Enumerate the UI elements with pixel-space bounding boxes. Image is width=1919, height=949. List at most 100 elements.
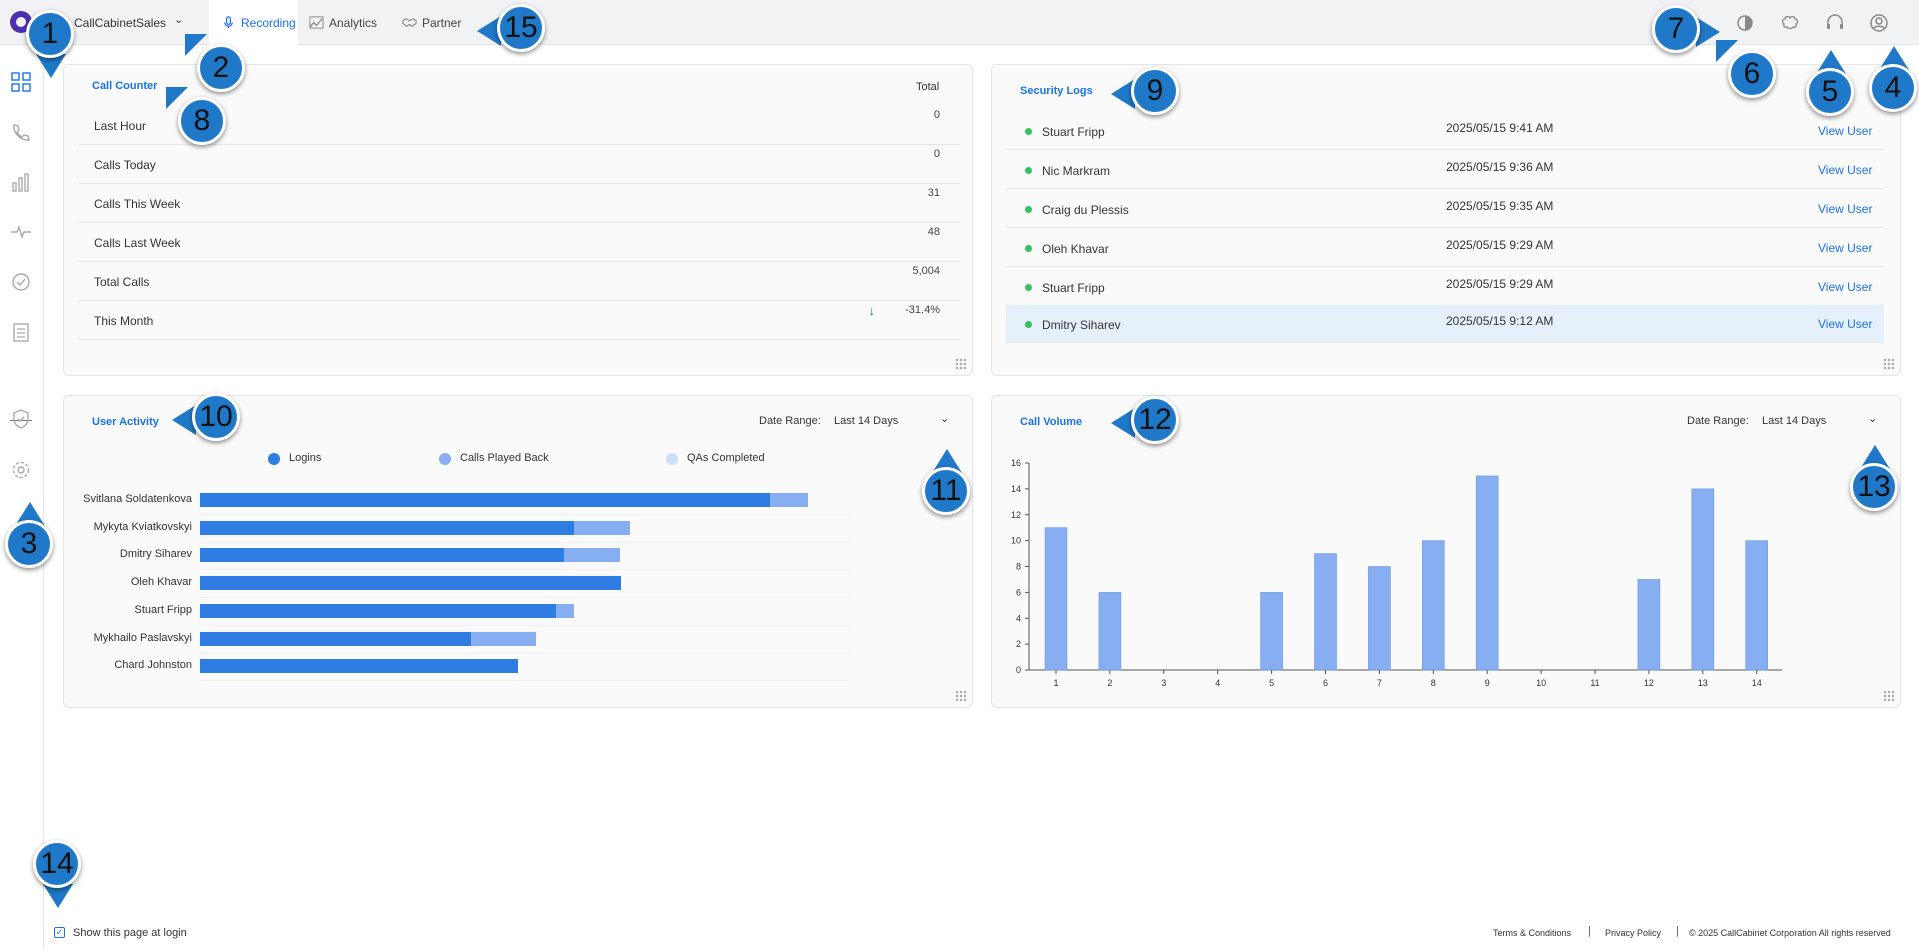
user-activity-title: User Activity: [92, 416, 159, 428]
call-counter-row-value: -31.4%: [905, 304, 940, 316]
log-user-name: Stuart Fripp: [1042, 125, 1105, 139]
annotation-badge: 3: [5, 520, 53, 568]
bar-logins: [200, 493, 770, 507]
footer-separator: |: [1676, 925, 1679, 937]
annotation-badge: 11: [922, 467, 970, 515]
annotation-badge: 8: [178, 97, 226, 145]
user-activity-name: Stuart Fripp: [134, 603, 192, 616]
headset-icon[interactable]: [1824, 12, 1846, 34]
date-range-label: Date Range:: [759, 415, 821, 427]
chevron-down-icon[interactable]: ⌄: [1868, 413, 1878, 425]
log-user-name: Oleh Khavar: [1042, 242, 1109, 256]
grid-line: [200, 680, 852, 682]
sidebar: [0, 45, 44, 949]
user-activity-name: Chard Johnston: [114, 659, 192, 672]
security-log-row: Oleh Khavar 2025/05/15 9:29 AM View User: [1006, 229, 1884, 267]
pulse-icon[interactable]: [9, 220, 33, 244]
terms-link[interactable]: Terms & Conditions: [1493, 928, 1572, 938]
resize-handle-icon[interactable]: [955, 358, 967, 370]
log-user-name: Stuart Fripp: [1042, 281, 1105, 295]
trend-down-arrow-icon: ↓: [868, 303, 876, 318]
show-at-login-checkbox[interactable]: ✓: [54, 927, 65, 938]
call-counter-row-value: 5,004: [912, 265, 940, 277]
view-user-link[interactable]: View User: [1818, 202, 1873, 216]
log-timestamp: 2025/05/15 9:12 AM: [1446, 314, 1554, 328]
call-counter-total-header: Total: [916, 81, 940, 93]
status-dot-icon: [1025, 245, 1032, 252]
badge-pointer-icon: [185, 34, 207, 56]
date-range-label: Date Range:: [1687, 415, 1749, 427]
call-counter-row: Last Hour 0: [78, 107, 960, 145]
resize-handle-icon[interactable]: [1883, 358, 1895, 370]
badge-pointer-icon: [36, 54, 66, 78]
log-timestamp: 2025/05/15 9:35 AM: [1446, 199, 1554, 213]
resize-handle-icon[interactable]: [955, 690, 967, 702]
annotation-badge: 6: [1728, 50, 1776, 98]
bar-logins: [200, 659, 518, 674]
brain-icon[interactable]: [1779, 12, 1801, 34]
security-log-row: Nic Markram 2025/05/15 9:36 AM View User: [1006, 151, 1884, 189]
legend-logins-label: Logins: [289, 452, 322, 464]
bar-logins: [200, 548, 564, 563]
date-range-select[interactable]: Last 14 Days: [1762, 415, 1827, 427]
bar-logins: [200, 631, 471, 646]
legend-qas-completed-icon: [666, 453, 678, 465]
top-bar: CallCabinetSales ⌄ Recording Analytics P…: [0, 0, 1919, 45]
check-badge-icon[interactable]: [9, 270, 33, 294]
annotation-badge: 5: [1806, 68, 1854, 116]
annotation-badge: 9: [1131, 67, 1179, 115]
clipboard-icon[interactable]: [9, 320, 33, 344]
log-timestamp: 2025/05/15 9:29 AM: [1446, 238, 1554, 252]
annotation-badge: 15: [497, 4, 545, 52]
call-counter-title: Call Counter: [92, 80, 158, 92]
gear-icon[interactable]: [9, 458, 33, 482]
call-counter-row-value: 0: [933, 109, 940, 121]
chevron-down-icon[interactable]: ⌄: [940, 413, 950, 425]
tab-analytics-label: Analytics: [329, 15, 378, 30]
footer-separator: |: [1588, 925, 1591, 937]
view-user-link[interactable]: View User: [1818, 280, 1873, 294]
bar-chart-icon[interactable]: [9, 171, 33, 195]
user-activity-name: Svitlana Soldatenkova: [83, 493, 192, 505]
view-user-link[interactable]: View User: [1818, 317, 1873, 331]
tab-partner[interactable]: Partner: [402, 0, 482, 45]
user-activity-name: Oleh Khavar: [130, 576, 192, 589]
security-log-row: Stuart Fripp 2025/05/15 9:29 AM View Use…: [1006, 268, 1884, 306]
date-range-select[interactable]: Last 14 Days: [834, 415, 899, 427]
call-counter-row-label: This Month: [94, 314, 154, 328]
dashboard-icon[interactable]: [9, 70, 33, 94]
bar-logins: [200, 520, 574, 535]
call-counter-row-value: 31: [927, 187, 940, 199]
grid-line: [200, 624, 852, 626]
badge-pointer-icon: [43, 884, 73, 908]
bar-calls-played-back: [770, 493, 808, 507]
privacy-link[interactable]: Privacy Policy: [1605, 928, 1662, 938]
call-counter-row: Calls This Week 31: [78, 185, 960, 223]
legend-qas-completed-label: QAs Completed: [687, 452, 765, 464]
log-user-name: Craig du Plessis: [1042, 203, 1129, 217]
tab-recording[interactable]: Recording: [209, 0, 298, 45]
resize-handle-icon[interactable]: [1883, 690, 1895, 702]
status-dot-icon: [1025, 128, 1032, 135]
user-account-icon[interactable]: [1868, 12, 1890, 34]
grid-line: [200, 541, 852, 543]
annotation-badge: 10: [192, 393, 240, 441]
view-user-link[interactable]: View User: [1818, 163, 1873, 177]
log-timestamp: 2025/05/15 9:41 AM: [1446, 121, 1554, 135]
badge-pointer-icon: [1696, 17, 1720, 47]
footer: ✓ Show this page at login Terms & Condit…: [0, 924, 1919, 949]
call-counter-row-label: Total Calls: [94, 275, 150, 289]
theme-icon[interactable]: [1734, 12, 1756, 34]
status-dot-icon: [1025, 284, 1032, 291]
shield-icon[interactable]: [9, 407, 33, 431]
view-user-link[interactable]: View User: [1818, 124, 1873, 138]
bar-calls-played-back: [564, 548, 620, 563]
tenant-name[interactable]: CallCabinetSales: [74, 16, 167, 30]
view-user-link[interactable]: View User: [1818, 241, 1873, 255]
phone-icon[interactable]: [9, 121, 33, 145]
tenant-chevron-down-icon[interactable]: ⌄: [174, 14, 184, 26]
microphone-icon: [224, 16, 233, 29]
analytics-icon: [309, 16, 324, 29]
tab-analytics[interactable]: Analytics: [309, 0, 389, 45]
